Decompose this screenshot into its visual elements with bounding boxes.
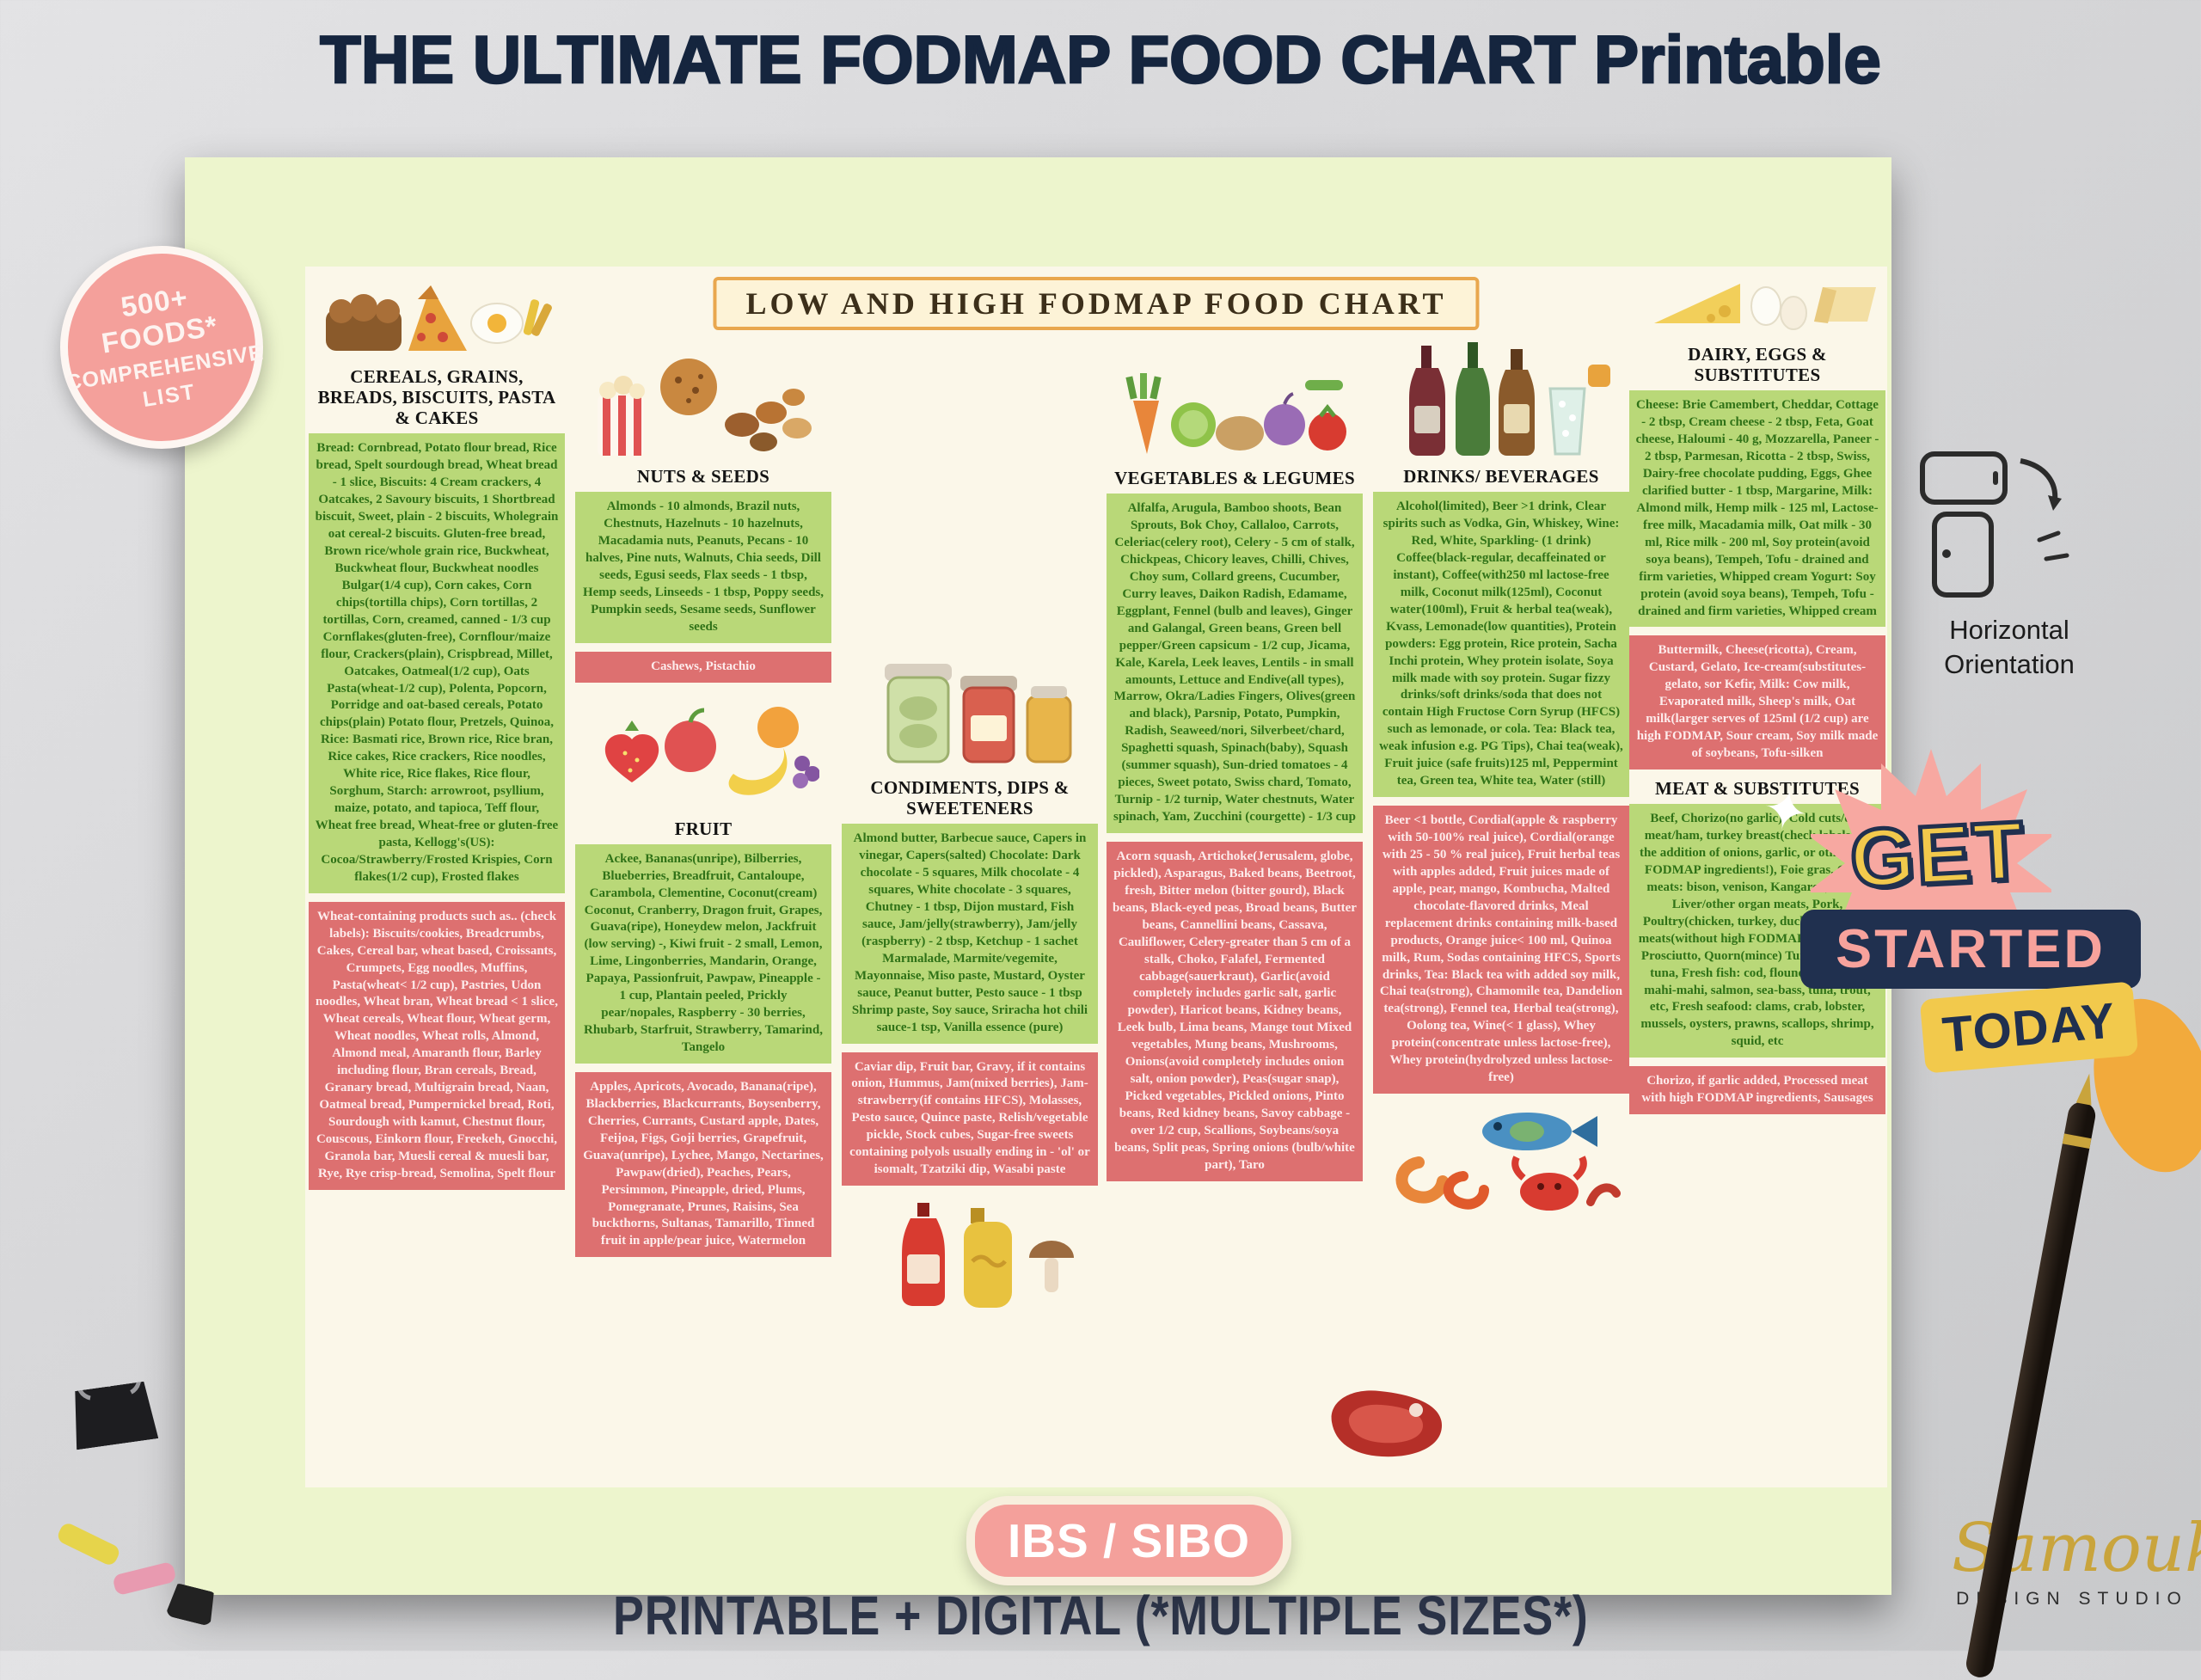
rotate-phone-icon [1920, 451, 2069, 598]
meat-illustration [1331, 1390, 1442, 1457]
low-fodmap-list-vegetables: Alfalfa, Arugula, Bamboo shoots, Bean Sp… [1107, 494, 1363, 833]
column-dairy-meat: DAIRY, EGGS & SUBSTITUTES Cheese: Brie C… [1629, 267, 1885, 1123]
column-condiments: CONDIMENTS, DIPS & SWEETENERS Almond but… [842, 267, 1098, 1315]
paper-clip-yellow [55, 1520, 122, 1568]
category-title-condiments: CONDIMENTS, DIPS & SWEETENERS [870, 777, 1070, 819]
low-fodmap-list-drinks: Alcohol(limited), Beer >1 drink, Clear s… [1373, 492, 1629, 798]
category-title-meat: MEAT & SUBSTITUTES [1654, 778, 1861, 800]
footer-text-wrap: PRINTABLE + DIGITAL (*MULTIPLE SIZES*) [0, 1584, 2201, 1647]
high-fodmap-list-drinks: Beer <1 bottle, Cordial(apple & raspberr… [1373, 806, 1629, 1094]
low-fodmap-list-nuts: Almonds - 10 almonds, Brazil nuts, Chest… [575, 492, 831, 643]
orientation-line-1: Horizontal [1949, 615, 2069, 645]
category-title-drinks: DRINKS/ BEVERAGES [1403, 466, 1599, 487]
column-nuts-fruit: NUTS & SEEDS Almonds - 10 almonds, Brazi… [575, 346, 831, 1266]
sauce-bottles-illustration [902, 1203, 1074, 1309]
category-title-dairy: DAIRY, EGGS & SUBSTITUTES [1688, 344, 1827, 386]
category-title-fruit: FRUIT [674, 818, 733, 839]
category-title-nuts: NUTS & SEEDS [636, 466, 770, 487]
orientation-line-2: Orientation [1944, 649, 2075, 680]
category-title-vegetables: VEGETABLES & LEGUMES [1114, 468, 1355, 488]
chart-paper: LOW AND HIGH FODMAP FOOD CHART CEREALS, … [185, 157, 1891, 1595]
binder-clip [69, 1381, 159, 1450]
orientation-hint: Horizontal Orientation [1902, 445, 2117, 683]
cta-started: STARTED [1800, 910, 2141, 989]
nuts-illustration [598, 359, 812, 456]
drinks-illustration [1409, 342, 1610, 456]
column-drinks: DRINKS/ BEVERAGES Alcohol(limited), Beer… [1373, 339, 1629, 1223]
low-fodmap-list-condiments: Almond butter, Barbecue sauce, Capers in… [842, 824, 1098, 1044]
low-fodmap-list-dairy: Cheese: Brie Camembert, Cheddar, Cottage… [1629, 390, 1885, 628]
page-title: THE ULTIMATE FODMAP FOOD CHART Printable [319, 21, 1882, 99]
logo-subtitle: DESIGN STUDIO [1956, 1589, 2188, 1609]
low-fodmap-list-cereals: Bread: Cornbread, Potato flour bread, Ri… [309, 433, 565, 893]
seafood-illustration [1395, 1113, 1621, 1211]
high-fodmap-list-nuts: Cashews, Pistachio [575, 651, 831, 683]
dairy-illustration [1654, 284, 1876, 330]
category-title-cereals: CEREALS, GRAINS, BREADS, BISCUITS, PASTA… [317, 366, 556, 429]
badge-line-3: LIST [141, 379, 198, 412]
high-fodmap-list-condiments: Caviar dip, Fruit bar, Gravy, if it cont… [842, 1052, 1098, 1186]
high-fodmap-list-dairy: Buttermilk, Cheese(ricotta), Cream, Cust… [1629, 635, 1885, 770]
high-fodmap-list-fruit: Apples, Apricots, Avocado, Banana(ripe),… [575, 1071, 831, 1258]
column-cereals: CEREALS, GRAINS, BREADS, BISCUITS, PASTA… [309, 273, 565, 1199]
orientation-label: Horizontal Orientation [1902, 613, 2117, 683]
high-fodmap-list-cereals: Wheat-containing products such as.. (che… [309, 901, 565, 1190]
column-vegetables: VEGETABLES & LEGUMES Alfalfa, Arugula, B… [1107, 368, 1363, 1190]
chart-title-banner: LOW AND HIGH FODMAP FOOD CHART [713, 277, 1480, 330]
fodmap-chart: LOW AND HIGH FODMAP FOOD CHART CEREALS, … [305, 267, 1887, 1487]
low-fodmap-list-fruit: Ackee, Bananas(unripe), Bilberries, Blue… [575, 843, 831, 1064]
fruit-illustration [604, 706, 819, 795]
bread-pastries-illustration [326, 285, 552, 351]
footer-text: PRINTABLE + DIGITAL (*MULTIPLE SIZES*) [612, 1585, 1589, 1646]
high-fodmap-list-meat: Chorizo, if garlic added, Processed meat… [1629, 1066, 1885, 1115]
ibs-sibo-badge: IBS / SIBO [966, 1496, 1291, 1585]
cta-get: GET [1846, 802, 2030, 907]
jars-illustration [885, 664, 1072, 763]
high-fodmap-list-vegetables: Acorn squash, Artichoke(Jerusalem, globe… [1107, 841, 1363, 1181]
vegetables-illustration [1125, 373, 1346, 454]
